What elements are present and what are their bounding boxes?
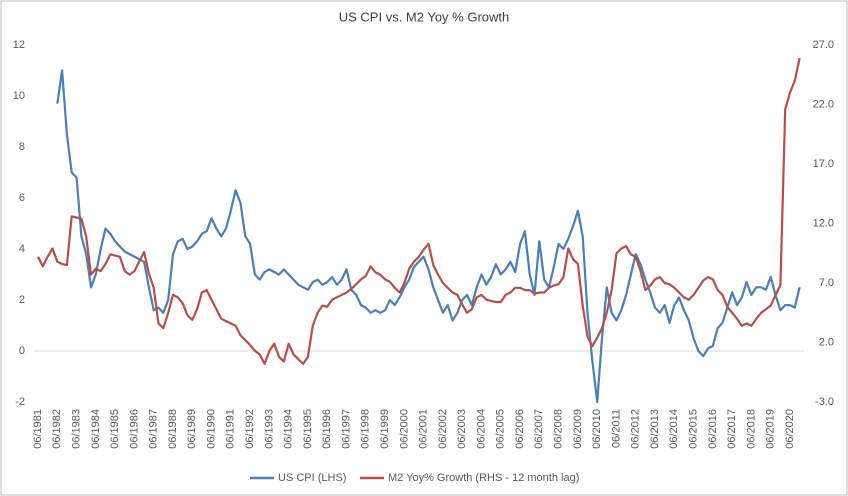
x-tick-label: 06/1981 [32,409,44,449]
x-tick-label: 06/1988 [167,409,179,449]
x-tick-label: 06/1989 [186,409,198,449]
x-tick-label: 06/2001 [418,409,430,449]
x-tick-label: 06/1998 [360,409,372,449]
x-tick-label: 06/2009 [572,409,584,449]
y2-tick-label: 12.0 [813,217,834,229]
x-tick-label: 06/2004 [475,409,487,449]
y-tick-label: 6 [19,192,25,204]
chart-title: US CPI vs. M2 Yoy % Growth [339,9,510,24]
x-tick-label: 06/1985 [109,409,121,449]
x-tick-label: 06/1996 [321,409,333,449]
x-tick-label: 06/2016 [707,409,719,449]
y-tick-label: 8 [19,141,25,153]
x-tick-label: 06/2006 [514,409,526,449]
x-tick-label: 06/1999 [379,409,391,449]
series-line [56,69,801,404]
x-tick-label: 06/2017 [726,409,738,449]
x-tick-label: 06/1991 [225,409,237,449]
y-tick-label: -2 [15,396,25,408]
x-tick-label: 06/2002 [437,409,449,449]
x-tick-label: 06/2007 [533,409,545,449]
x-tick-label: 06/2000 [398,409,410,449]
x-tick-label: 06/2015 [687,409,699,449]
x-tick-label: 06/2005 [495,409,507,449]
y2-tick-label: 17.0 [813,158,834,170]
x-tick-label: 06/1984 [90,409,102,449]
legend-label: M2 Yoy% Growth (RHS - 12 month lag) [388,472,579,484]
x-tick-label: 06/1986 [128,409,140,449]
x-tick-label: 06/2018 [745,409,757,449]
y2-tick-label: 22.0 [813,98,834,110]
x-tick-label: 06/1990 [205,409,217,449]
y-tick-label: 0 [19,345,25,357]
x-tick-label: 06/1982 [51,409,63,449]
x-tick-label: 06/1995 [302,409,314,449]
x-tick-label: 06/2012 [630,409,642,449]
x-tick-label: 06/1992 [244,409,256,449]
x-tick-label: 06/1993 [263,409,275,449]
y2-tick-label: 7.0 [819,277,834,289]
x-tick-label: 06/2003 [456,409,468,449]
x-tick-label: 06/1987 [148,409,160,449]
x-tick-label: 06/2013 [649,409,661,449]
legend-label: US CPI (LHS) [278,472,346,484]
x-tick-label: 06/1983 [70,409,82,449]
y2-tick-label: 27.0 [813,39,834,51]
series-line [37,57,801,365]
x-tick-label: 06/1994 [283,409,295,449]
y-tick-label: 12 [13,39,25,51]
x-tick-label: 06/2010 [591,409,603,449]
y-tick-label: 4 [19,243,25,255]
y2-tick-label: 2.0 [819,336,834,348]
y2-tick-label: -3.0 [815,396,834,408]
x-tick-label: 06/2019 [765,409,777,449]
x-tick-label: 06/2011 [610,409,622,448]
x-tick-label: 06/1997 [340,409,352,449]
x-tick-label: 06/2008 [553,409,565,449]
y-tick-label: 2 [19,294,25,306]
y-tick-label: 10 [13,90,25,102]
x-tick-label: 06/2020 [784,409,796,449]
x-tick-label: 06/2014 [668,409,680,449]
